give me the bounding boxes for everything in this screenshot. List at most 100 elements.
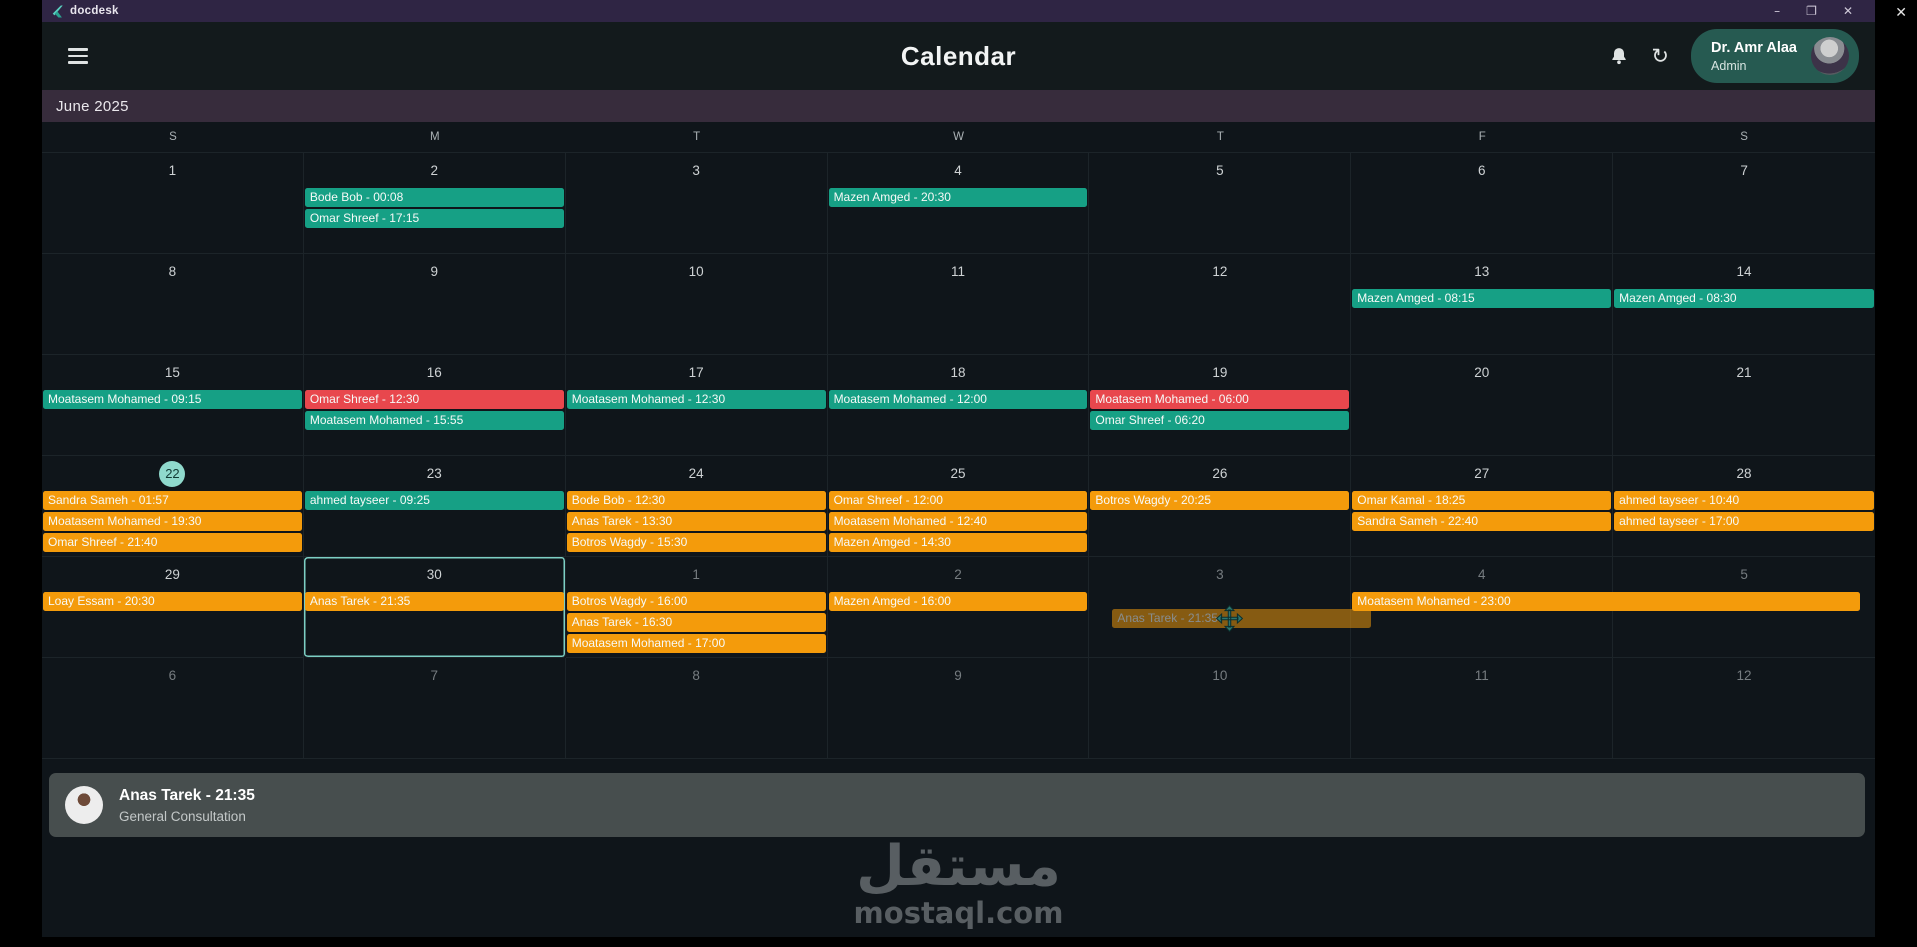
day-cell[interactable]: 20 (1351, 355, 1614, 456)
event-chip[interactable]: Mazen Amged - 08:15 (1352, 289, 1612, 308)
event-chip[interactable]: Moatasem Mohamed - 06:00 (1090, 390, 1350, 409)
day-cell[interactable]: 14 Mazen Amged - 08:30 (1613, 254, 1875, 355)
day-number: 8 (692, 668, 700, 683)
event-chip[interactable]: Bode Bob - 00:08 (304, 188, 564, 207)
day-cell[interactable]: 23 ahmed tayseer - 09:25 (303, 456, 566, 557)
close-window-button[interactable]: ✕ (1842, 4, 1853, 18)
day-number: 15 (164, 365, 180, 380)
day-cell[interactable]: 16 Omar Shreef - 12:30 Moatasem Mohamed - … (303, 355, 566, 456)
event-chip[interactable]: Moatasem Mohamed - 15:55 (304, 411, 564, 430)
day-cell[interactable]: 12 (1089, 254, 1352, 355)
day-number: 30 (426, 567, 442, 582)
event-chip[interactable]: Mazen Amged - 14:30 (828, 533, 1088, 552)
page-title: Calendar (900, 40, 1017, 71)
day-cell[interactable]: 9 (303, 254, 566, 355)
day-cell[interactable]: 25 Omar Shreef - 12:00 Moatasem Mohamed - … (827, 456, 1090, 557)
event-chip[interactable]: Botros Wagdy - 15:30 (566, 533, 826, 552)
day-number: 10 (1212, 668, 1228, 683)
event-chip[interactable]: Mazen Amged - 08:30 (1614, 289, 1874, 308)
day-number: 12 (1736, 668, 1752, 683)
event-chip[interactable]: ahmed tayseer - 17:00 (1614, 512, 1874, 531)
day-cell[interactable]: 4 Moatasem Mohamed - 23:00 (1351, 557, 1860, 658)
day-cell[interactable]: 11 (1351, 658, 1614, 759)
day-cell[interactable]: 13 Mazen Amged - 08:15 (1351, 254, 1614, 355)
day-cell[interactable]: 1 Botros Wagdy - 16:00 Anas Tarek - 16:30 M… (565, 557, 828, 658)
overlay-close-icon[interactable]: ✕ (1895, 5, 1907, 21)
app-window: docdesk – ❐ ✕ Calendar ↻ Dr. Amr Alaa Ad… (42, 0, 1875, 937)
selected-event-card[interactable]: Anas Tarek - 21:35 General Consultation (49, 773, 1865, 837)
day-cell[interactable]: 17 Moatasem Mohamed - 12:30 (565, 355, 828, 456)
day-cell[interactable]: 9 (827, 658, 1090, 759)
day-cell[interactable]: 27 Omar Kamal - 18:25 Sandra Sameh - 22:40 (1351, 456, 1614, 557)
refresh-icon[interactable]: ↻ (1651, 44, 1670, 68)
day-cell[interactable]: 12 (1613, 658, 1875, 759)
day-cell[interactable]: 8 (42, 254, 304, 355)
dragged-event-chip[interactable]: Anas Tarek - 21:35 (1112, 605, 1372, 632)
day-cell[interactable]: 3 Anas Tarek - 21:35 (1089, 557, 1372, 658)
day-cell[interactable]: 7 (303, 658, 566, 759)
event-chip[interactable]: ahmed tayseer - 10:40 (1614, 491, 1874, 510)
day-cell[interactable]: 30 Anas Tarek - 21:35 (303, 557, 566, 658)
day-number: 11 (1474, 668, 1489, 683)
event-chip[interactable]: Moatasem Mohamed - 17:00 (566, 634, 826, 653)
event-chip[interactable]: Moatasem Mohamed - 12:00 (828, 390, 1088, 409)
day-cell[interactable]: 10 (1089, 658, 1352, 759)
day-cell[interactable]: 19 Moatasem Mohamed - 06:00 Omar Shreef - … (1089, 355, 1352, 456)
event-chip[interactable]: Moatasem Mohamed - 19:30 (43, 512, 302, 531)
event-chip[interactable]: Anas Tarek - 13:30 (566, 512, 826, 531)
event-chip[interactable]: Omar Shreef - 12:30 (304, 390, 564, 409)
day-cell[interactable]: 22 Sandra Sameh - 01:57 Moatasem Mohamed -… (42, 456, 304, 557)
day-cell[interactable]: 29 Loay Essam - 20:30 (42, 557, 304, 658)
event-chip[interactable]: Moatasem Mohamed - 23:00 (1352, 592, 1860, 611)
event-chip[interactable]: Sandra Sameh - 01:57 (43, 491, 302, 510)
event-chip[interactable]: Omar Shreef - 06:20 (1090, 411, 1350, 430)
app-header: Calendar ↻ Dr. Amr Alaa Admin (42, 22, 1875, 90)
day-cell[interactable]: 2 Bode Bob - 00:08 Omar Shreef - 17:15 (303, 153, 566, 254)
minimize-button[interactable]: – (1774, 4, 1781, 18)
menu-icon[interactable] (68, 48, 88, 64)
restore-button[interactable]: ❐ (1806, 4, 1817, 18)
day-cell[interactable]: 6 (42, 658, 304, 759)
day-cell[interactable]: 11 (827, 254, 1090, 355)
day-number: 3 (1216, 567, 1224, 582)
selected-event-subtitle: General Consultation (119, 808, 246, 824)
event-chip[interactable]: Anas Tarek - 16:30 (566, 613, 826, 632)
event-chip[interactable]: Mazen Amged - 16:00 (828, 592, 1088, 611)
day-cell[interactable]: 21 (1613, 355, 1875, 456)
day-cell[interactable]: 1 (42, 153, 304, 254)
event-chip[interactable]: Omar Shreef - 21:40 (43, 533, 302, 552)
day-cell[interactable]: 5 (1613, 557, 1875, 658)
day-cell[interactable]: 26 Botros Wagdy - 20:25 (1089, 456, 1352, 557)
day-number: 21 (1736, 365, 1752, 380)
event-chip[interactable]: Moatasem Mohamed - 12:30 (566, 390, 826, 409)
event-chip[interactable]: Loay Essam - 20:30 (43, 592, 302, 611)
event-chip[interactable]: Mazen Amged - 20:30 (828, 188, 1088, 207)
event-chip[interactable]: Moatasem Mohamed - 12:40 (828, 512, 1088, 531)
day-cell[interactable]: 15 Moatasem Mohamed - 09:15 (42, 355, 304, 456)
event-chip[interactable]: Omar Shreef - 17:15 (304, 209, 564, 228)
event-chip[interactable]: Botros Wagdy - 20:25 (1090, 491, 1350, 510)
day-cell[interactable]: 7 (1613, 153, 1875, 254)
day-cell[interactable]: 2 Mazen Amged - 16:00 (827, 557, 1090, 658)
day-cell[interactable]: 18 Moatasem Mohamed - 12:00 (827, 355, 1090, 456)
event-chip[interactable]: Sandra Sameh - 22:40 (1352, 512, 1612, 531)
event-chip[interactable]: Botros Wagdy - 16:00 (566, 592, 826, 611)
day-number: 20 (1474, 365, 1490, 380)
day-cell[interactable]: 28 ahmed tayseer - 10:40 ahmed tayseer - 1… (1613, 456, 1875, 557)
event-chip[interactable]: Bode Bob - 12:30 (566, 491, 826, 510)
day-cell[interactable]: 6 (1351, 153, 1614, 254)
day-cell[interactable]: 3 (565, 153, 828, 254)
day-cell[interactable]: 5 (1089, 153, 1352, 254)
notifications-bell-icon[interactable] (1609, 46, 1629, 66)
event-chip[interactable]: Omar Kamal - 18:25 (1352, 491, 1612, 510)
day-number: 1 (168, 163, 177, 178)
event-chip[interactable]: Anas Tarek - 21:35 (304, 592, 564, 611)
day-cell[interactable]: 4 Mazen Amged - 20:30 (827, 153, 1090, 254)
event-chip[interactable]: Omar Shreef - 12:00 (828, 491, 1088, 510)
day-cell[interactable]: 10 (565, 254, 828, 355)
event-chip[interactable]: Moatasem Mohamed - 09:15 (43, 390, 302, 409)
event-chip[interactable]: ahmed tayseer - 09:25 (304, 491, 564, 510)
day-cell[interactable]: 24 Bode Bob - 12:30 Anas Tarek - 13:30 Botr… (565, 456, 828, 557)
profile-card[interactable]: Dr. Amr Alaa Admin (1691, 29, 1859, 83)
day-cell[interactable]: 8 (565, 658, 828, 759)
